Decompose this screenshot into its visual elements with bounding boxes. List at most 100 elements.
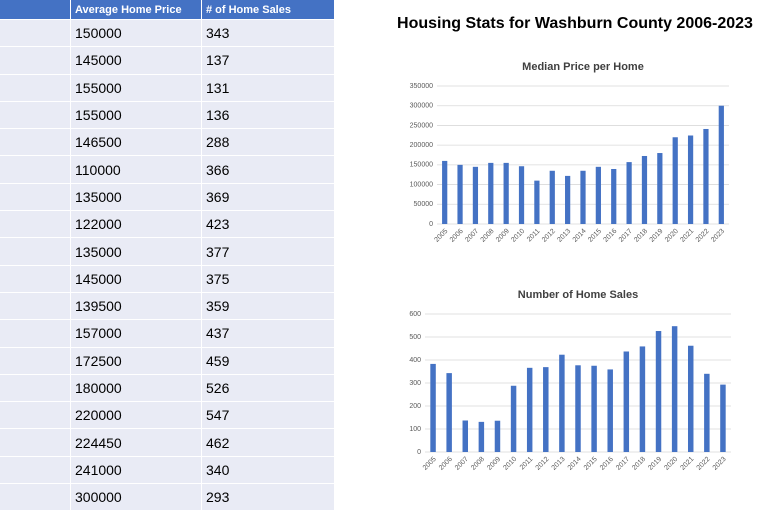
table-cell: 155000 xyxy=(70,101,202,130)
x-tick-label: 2014 xyxy=(567,456,583,472)
x-tick-label: 2021 xyxy=(679,456,695,472)
x-tick-label: 2005 xyxy=(422,456,438,472)
x-tick-label: 2018 xyxy=(631,456,647,472)
x-tick-label: 2020 xyxy=(663,456,679,472)
table-cell: 359 xyxy=(201,292,335,321)
table-body: 150000 343 145000 137 155000 131 155000 136 1465… xyxy=(0,19,335,512)
x-tick-label: 2014 xyxy=(572,228,588,244)
table-cell xyxy=(0,101,71,130)
table-row: 122000 423 xyxy=(0,210,335,239)
data-table: Average Home Price # of Home Sales 15000… xyxy=(0,0,335,512)
table-row: 180000 526 xyxy=(0,374,335,403)
table-cell xyxy=(0,210,71,239)
x-tick-label: 2020 xyxy=(664,228,680,244)
x-tick-label: 2023 xyxy=(710,228,726,244)
x-tick-label: 2023 xyxy=(712,456,728,472)
bar xyxy=(559,354,565,452)
table-cell xyxy=(0,292,71,321)
bar xyxy=(718,105,724,224)
table-cell: 369 xyxy=(201,183,335,212)
bar xyxy=(565,175,571,224)
table-cell: 137 xyxy=(201,46,335,75)
x-tick-label: 2011 xyxy=(519,456,535,472)
table-cell: 547 xyxy=(201,401,335,430)
x-tick-label: 2017 xyxy=(615,456,631,472)
table-cell xyxy=(0,483,71,512)
table-row: 110000 366 xyxy=(0,155,335,184)
table-cell: 423 xyxy=(201,210,335,239)
table-cell: 157000 xyxy=(70,319,202,348)
bar xyxy=(478,421,485,452)
x-tick-label: 2008 xyxy=(480,228,496,244)
table-cell xyxy=(0,401,71,430)
x-tick-label: 2009 xyxy=(486,456,502,472)
x-tick-label: 2007 xyxy=(464,228,480,244)
table-cell: 462 xyxy=(201,428,335,457)
x-tick-label: 2019 xyxy=(649,228,665,244)
bar xyxy=(611,168,617,224)
y-tick-label: 0 xyxy=(429,221,433,228)
x-tick-label: 2015 xyxy=(587,228,603,244)
bar xyxy=(494,420,501,452)
x-tick-label: 2011 xyxy=(526,228,542,244)
bar xyxy=(510,385,517,452)
bar xyxy=(591,365,597,452)
page-title: Housing Stats for Washburn County 2006-2… xyxy=(397,15,753,32)
y-tick-label: 150000 xyxy=(410,162,433,169)
bar xyxy=(526,367,533,452)
bar xyxy=(462,420,469,452)
bar xyxy=(534,180,540,224)
y-tick-label: 200 xyxy=(409,403,421,410)
table-cell xyxy=(0,19,71,48)
table-row: 135000 377 xyxy=(0,237,335,266)
bar xyxy=(655,331,662,452)
bar xyxy=(472,166,479,224)
bar xyxy=(575,365,581,452)
x-tick-label: 2006 xyxy=(449,228,465,244)
table-cell: 136 xyxy=(201,101,335,130)
x-tick-label: 2010 xyxy=(502,456,518,472)
table-cell: 293 xyxy=(201,483,335,512)
table-cell: 300000 xyxy=(70,483,202,512)
table-cell: 122000 xyxy=(70,210,202,239)
y-tick-label: 350000 xyxy=(410,83,433,90)
x-tick-label: 2009 xyxy=(495,228,511,244)
table-row: 220000 547 xyxy=(0,401,335,430)
bar xyxy=(623,351,630,452)
bar xyxy=(503,162,509,224)
table-row: 155000 131 xyxy=(0,74,335,102)
table-cell xyxy=(0,319,71,348)
table-row: 145000 137 xyxy=(0,46,335,75)
bar xyxy=(518,166,525,224)
y-tick-label: 250000 xyxy=(410,122,433,129)
bar xyxy=(607,369,613,452)
x-tick-label: 2016 xyxy=(599,456,615,472)
table-row: 139500 359 xyxy=(0,292,335,321)
bar xyxy=(442,160,448,224)
bar xyxy=(457,164,463,224)
x-tick-label: 2007 xyxy=(454,456,470,472)
table-cell xyxy=(0,374,71,403)
table-cell: 172500 xyxy=(70,347,202,375)
y-tick-label: 100000 xyxy=(410,181,433,188)
table-cell: 139500 xyxy=(70,292,202,321)
x-tick-label: 2019 xyxy=(647,456,663,472)
table-row: 150000 343 xyxy=(0,19,335,48)
y-tick-label: 100 xyxy=(409,426,421,433)
table-row: 172500 459 xyxy=(0,347,335,375)
bar xyxy=(639,346,646,452)
table-cell: 437 xyxy=(201,319,335,348)
table-cell xyxy=(0,183,71,212)
y-tick-label: 300000 xyxy=(410,103,433,110)
table-row: 224450 462 xyxy=(0,428,335,457)
x-tick-label: 2017 xyxy=(618,228,634,244)
table-cell: 343 xyxy=(201,19,335,48)
table-cell xyxy=(0,155,71,184)
x-tick-label: 2006 xyxy=(438,456,454,472)
table-row: 145000 375 xyxy=(0,265,335,293)
table-cell xyxy=(0,347,71,375)
x-tick-label: 2012 xyxy=(541,228,557,244)
x-tick-label: 2013 xyxy=(551,456,567,472)
table-cell: 155000 xyxy=(70,74,202,102)
